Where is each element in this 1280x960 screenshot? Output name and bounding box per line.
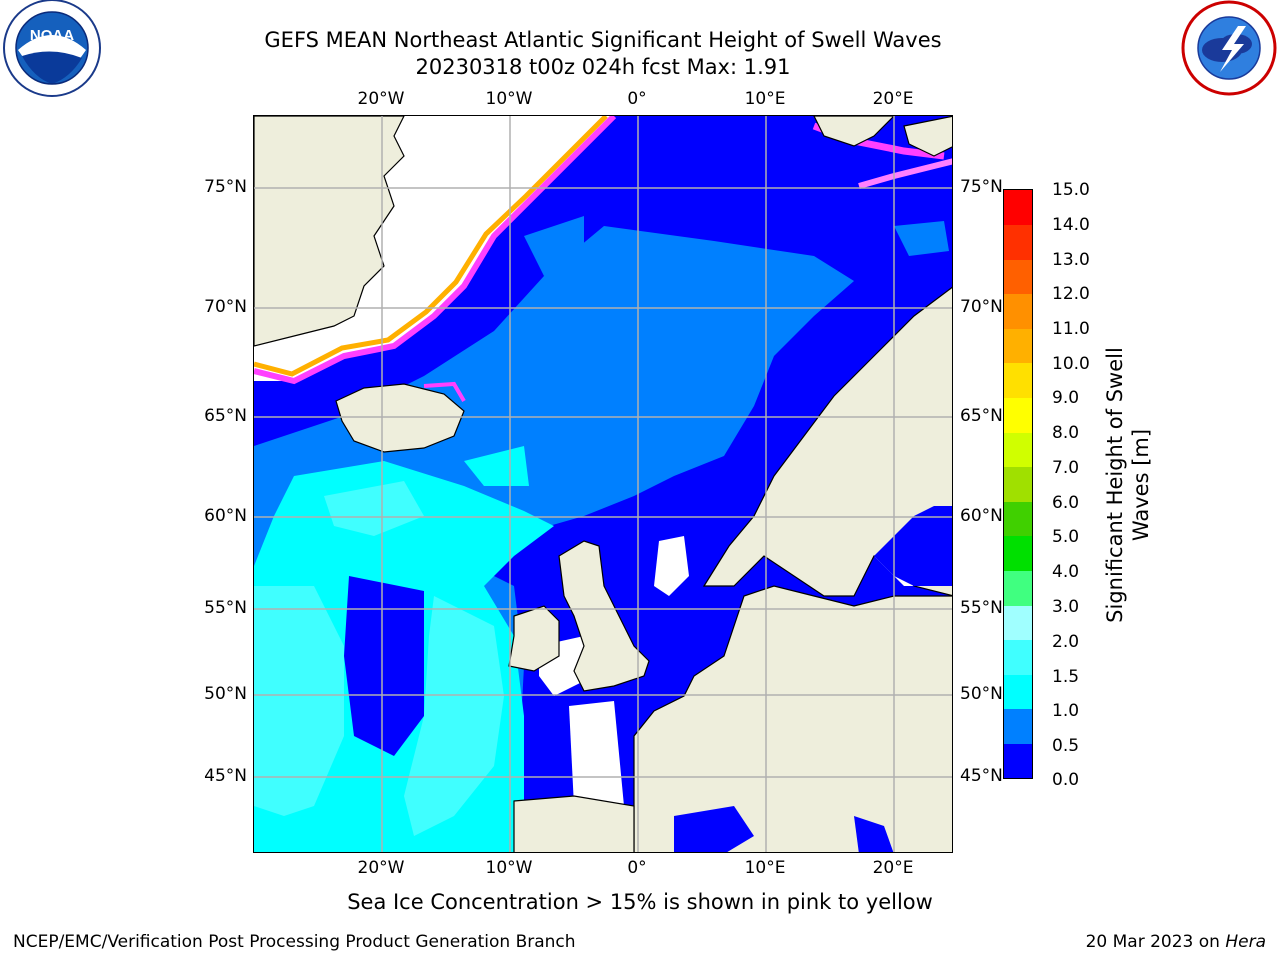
lon-tick-top: 20°E bbox=[872, 89, 914, 109]
lat-tick-right: 45°N bbox=[960, 766, 1003, 786]
lat-tick-right: 60°N bbox=[960, 506, 1003, 526]
lon-tick-top: 20°W bbox=[357, 89, 405, 109]
no-data-zone bbox=[654, 536, 689, 596]
colorbar-tick-label: 14.0 bbox=[1052, 215, 1090, 235]
lat-tick-left: 50°N bbox=[204, 684, 247, 704]
colorbar-bin bbox=[1004, 674, 1032, 710]
lat-tick-left: 45°N bbox=[204, 766, 247, 786]
land-svalbard bbox=[813, 116, 895, 147]
colorbar-tick-label: 6.0 bbox=[1052, 493, 1080, 513]
colorbar-bin bbox=[1004, 466, 1032, 502]
colorbar-bin bbox=[1004, 432, 1032, 468]
colorbar-label-line-2: Waves [m] bbox=[1129, 428, 1153, 542]
lon-tick-bottom: 10°W bbox=[485, 858, 533, 878]
colorbar-tick-label: 10.0 bbox=[1052, 354, 1090, 374]
colorbar-bin bbox=[1004, 293, 1032, 329]
lat-tick-left: 75°N bbox=[204, 177, 247, 197]
colorbar-tick-label: 4.0 bbox=[1052, 562, 1080, 582]
colorbar-label-line-1: Significant Height of Swell bbox=[1103, 347, 1127, 623]
sea-ice-note: Sea Ice Concentration > 15% is shown in … bbox=[0, 890, 1280, 914]
lon-tick-top: 10°W bbox=[485, 89, 533, 109]
colorbar-bin bbox=[1004, 535, 1032, 571]
colorbar-tick-label: 3.0 bbox=[1052, 597, 1080, 617]
map-gridlines bbox=[254, 116, 952, 852]
sea-ice-edge bbox=[254, 116, 608, 377]
land-iceland bbox=[335, 383, 465, 453]
colorbar-tick-label: 1.5 bbox=[1052, 667, 1080, 687]
map-plot-area bbox=[253, 115, 953, 853]
colorbar-bin bbox=[1004, 328, 1032, 364]
date-text: 20 Mar 2023 on bbox=[1085, 932, 1226, 952]
swell-field-low bbox=[344, 576, 424, 756]
date-stamp: 20 Mar 2023 on Hera bbox=[1086, 932, 1266, 952]
colorbar-tick-label: 12.0 bbox=[1052, 284, 1090, 304]
lat-tick-left: 60°N bbox=[204, 506, 247, 526]
lon-tick-bottom: 10°E bbox=[744, 858, 786, 878]
land-iberia bbox=[513, 795, 635, 852]
colorbar-tick-label: 0.5 bbox=[1052, 736, 1080, 756]
colorbar-bin bbox=[1004, 605, 1032, 641]
colorbar-bin bbox=[1004, 743, 1032, 779]
colorbar-bin bbox=[1004, 708, 1032, 744]
host-name: Hera bbox=[1225, 932, 1266, 952]
no-data-zone bbox=[569, 701, 624, 806]
swell-field-mid bbox=[894, 221, 949, 256]
land-great-britain bbox=[558, 540, 650, 692]
land-greenland bbox=[254, 116, 405, 347]
colorbar-tick-label: 7.0 bbox=[1052, 458, 1080, 478]
swell-field-higher bbox=[254, 586, 344, 816]
colorbar-tick-label: 0.0 bbox=[1052, 770, 1080, 790]
colorbar-bin bbox=[1004, 639, 1032, 675]
colorbar-bin bbox=[1004, 190, 1032, 226]
colorbar-tick-label: 15.0 bbox=[1052, 180, 1090, 200]
colorbar-tick-label: 9.0 bbox=[1052, 388, 1080, 408]
lat-tick-right: 65°N bbox=[960, 406, 1003, 426]
colorbar-tick-label: 5.0 bbox=[1052, 527, 1080, 547]
sea-ice-edge bbox=[254, 116, 617, 385]
colorbar-bin bbox=[1004, 501, 1032, 537]
colorbar-tick-label: 11.0 bbox=[1052, 319, 1090, 339]
colorbar-tick-label: 1.0 bbox=[1052, 701, 1080, 721]
sea-ice-edge bbox=[423, 381, 466, 403]
lat-tick-right: 50°N bbox=[960, 684, 1003, 704]
lon-tick-bottom: 0° bbox=[627, 858, 647, 878]
water-mediterranean bbox=[854, 816, 894, 852]
colorbar-tick-label: 13.0 bbox=[1052, 250, 1090, 270]
svg-text:NOAA: NOAA bbox=[30, 27, 74, 44]
colorbar-bin bbox=[1004, 259, 1032, 295]
nws-logo bbox=[1178, 0, 1280, 100]
lon-tick-top: 10°E bbox=[744, 89, 786, 109]
swell-field-higher bbox=[404, 596, 504, 836]
swell-field-high bbox=[464, 446, 529, 486]
colorbar-tick-label: 8.0 bbox=[1052, 423, 1080, 443]
lat-tick-left: 65°N bbox=[204, 406, 247, 426]
credit-text: NCEP/EMC/Verification Post Processing Pr… bbox=[13, 932, 576, 952]
land-continental-europe bbox=[633, 585, 952, 852]
title-line-2: 20230318 t00z 024h fcst Max: 1.91 bbox=[415, 55, 791, 79]
colorbar-bin bbox=[1004, 362, 1032, 399]
land-svalbard bbox=[903, 116, 952, 157]
lat-tick-left: 70°N bbox=[204, 297, 247, 317]
lon-tick-bottom: 20°W bbox=[357, 858, 405, 878]
swell-field-higher bbox=[324, 481, 424, 536]
colorbar-bin bbox=[1004, 397, 1032, 433]
colorbar-tick-label: 2.0 bbox=[1052, 632, 1080, 652]
lon-tick-bottom: 20°E bbox=[872, 858, 914, 878]
colorbar-axis-label: Significant Height of Swell Waves [m] bbox=[1102, 325, 1154, 645]
lat-tick-right: 70°N bbox=[960, 297, 1003, 317]
lat-tick-left: 55°N bbox=[204, 598, 247, 618]
swell-field-mid bbox=[524, 216, 584, 276]
title-line-1: GEFS MEAN Northeast Atlantic Significant… bbox=[264, 28, 942, 52]
colorbar-bin bbox=[1004, 224, 1032, 260]
colorbar-bin bbox=[1004, 570, 1032, 606]
lat-tick-right: 75°N bbox=[960, 177, 1003, 197]
noaa-logo: NOAA bbox=[0, 0, 104, 100]
colorbar bbox=[1003, 189, 1033, 779]
water-mediterranean bbox=[674, 806, 754, 852]
lat-tick-right: 55°N bbox=[960, 598, 1003, 618]
sea-ice-note-text: Sea Ice Concentration > 15% is shown in … bbox=[347, 890, 933, 914]
sea-ice-edge bbox=[858, 158, 952, 189]
lon-tick-top: 0° bbox=[627, 89, 647, 109]
swell-field-low bbox=[524, 676, 574, 806]
